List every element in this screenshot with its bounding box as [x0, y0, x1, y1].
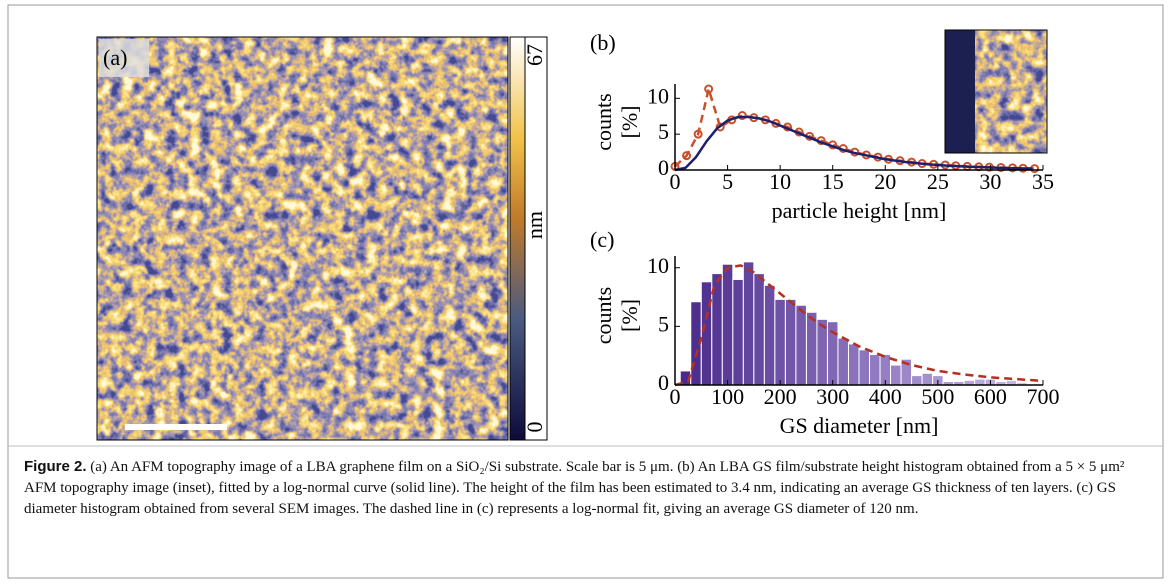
bar	[837, 337, 849, 386]
data-point	[715, 122, 725, 132]
y-tick-label: 0	[658, 370, 669, 395]
panel-label: (a)	[103, 45, 127, 70]
series-line	[674, 115, 1033, 172]
bar	[742, 261, 755, 386]
caption: Figure 2. (a) An AFM topography image of…	[24, 456, 1149, 520]
inset-frame	[944, 29, 1048, 154]
x-tick-label: 25	[927, 169, 949, 194]
x-tick-label: 0	[670, 169, 681, 194]
y-axis-label: counts	[591, 93, 616, 150]
x-tick-label: 500	[921, 384, 954, 409]
data-point	[682, 151, 692, 161]
y-axis-label: [%]	[617, 106, 642, 139]
bar	[700, 281, 713, 386]
x-tick-label: 20	[874, 169, 896, 194]
x-tick-label: 200	[764, 384, 797, 409]
colorbar-label: nm	[522, 211, 547, 239]
y-tick-label: 5	[658, 311, 669, 336]
inset-image	[975, 30, 1047, 153]
bar	[763, 284, 776, 386]
x-tick-label: 100	[711, 384, 744, 409]
bar	[753, 273, 765, 386]
y-tick-label: 5	[658, 119, 669, 144]
colorbar-max: 67	[522, 44, 547, 66]
bar	[795, 304, 807, 386]
x-tick-label: 400	[869, 384, 902, 409]
bar	[721, 263, 734, 386]
caption-text: (a) An AFM topography image of a LBA gra…	[24, 459, 1125, 517]
data-point	[693, 129, 703, 139]
bar	[858, 349, 871, 386]
colorbar-label-box	[524, 36, 548, 441]
x-tick-label: 600	[974, 384, 1007, 409]
y-tick-label: 10	[647, 83, 669, 108]
data-point	[704, 84, 714, 94]
figure-border	[7, 4, 1164, 579]
afm-image	[97, 37, 508, 440]
x-tick-label: 5	[722, 169, 733, 194]
x-tick-label: 0	[670, 384, 681, 409]
x-tick-label: 300	[816, 384, 849, 409]
bar	[847, 343, 860, 386]
x-tick-label: 30	[979, 169, 1001, 194]
panel-label: (c)	[590, 227, 614, 252]
x-tick-label: 700	[1027, 384, 1060, 409]
x-axis-label: GS diameter [nm]	[780, 413, 939, 438]
bar	[890, 364, 902, 386]
x-tick-label: 15	[822, 169, 844, 194]
bar	[805, 311, 818, 386]
bar	[784, 298, 797, 386]
fit-line	[674, 264, 1044, 387]
y-tick-label: 10	[647, 253, 669, 278]
y-tick-label: 0	[658, 155, 669, 180]
panel-label: (b)	[590, 30, 616, 55]
bar	[732, 278, 744, 386]
y-axis-label: [%]	[617, 299, 642, 332]
afm-frame	[96, 36, 509, 441]
bar	[774, 298, 786, 386]
y-axis-label: counts	[591, 287, 616, 344]
bar	[816, 318, 828, 386]
x-tick-label: 35	[1032, 169, 1054, 194]
caption-label: Figure 2.	[24, 458, 87, 475]
bar	[869, 354, 881, 386]
x-axis-label: particle height [nm]	[772, 198, 947, 223]
x-tick-label: 10	[769, 169, 791, 194]
panel-label-bg	[99, 39, 149, 77]
data-point	[737, 111, 747, 121]
colorbar-min: 0	[522, 422, 547, 433]
